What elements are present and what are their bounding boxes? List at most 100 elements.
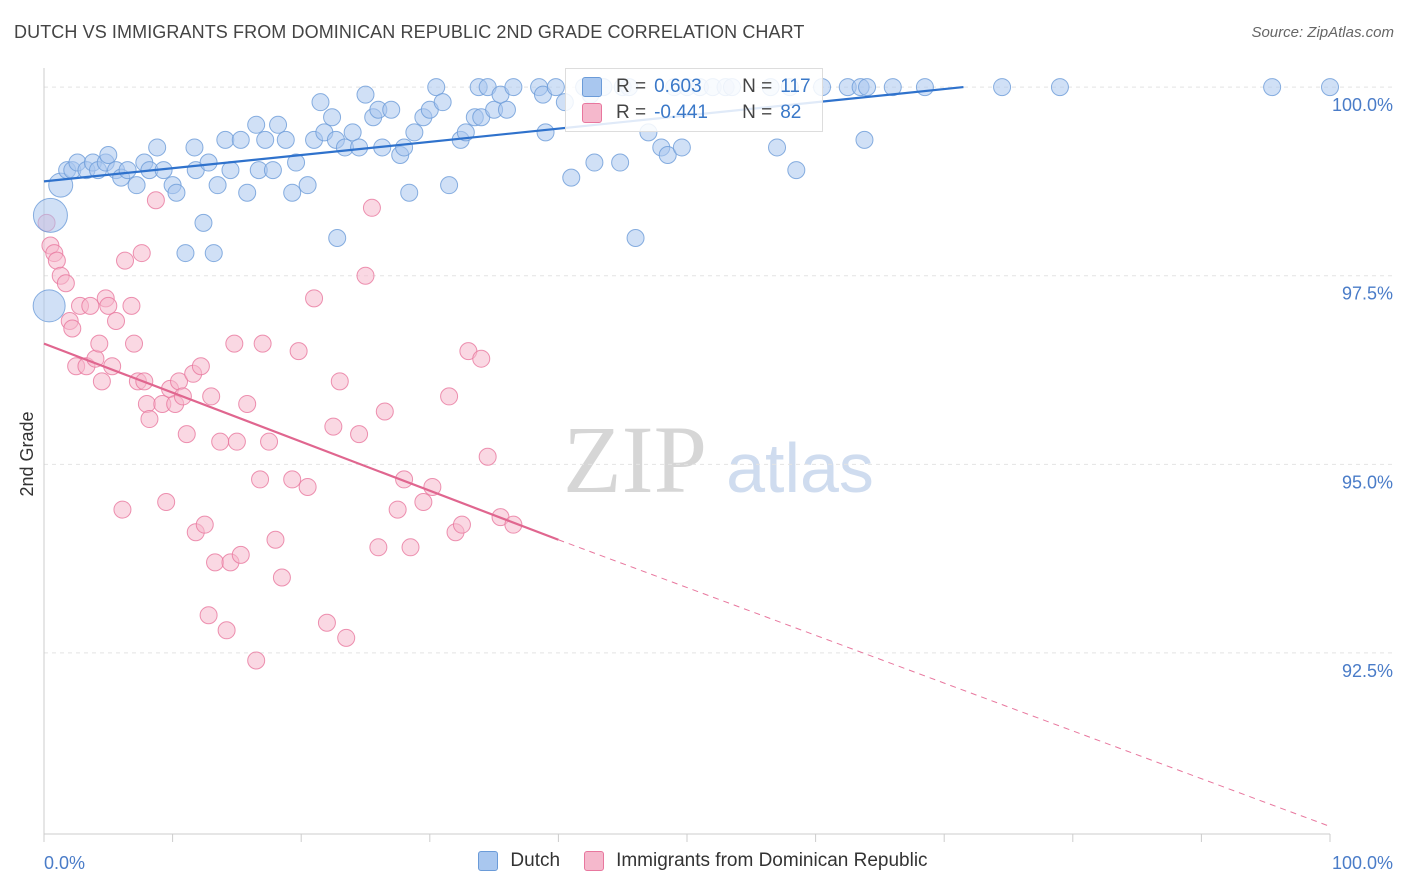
dutch-point [238,183,257,202]
dominican-point [401,538,420,557]
dutch-point [658,145,677,164]
dutch-point [199,153,218,172]
dominican-point [199,606,218,625]
dominican-point [324,417,343,436]
dutch-point [118,161,137,180]
dutch-point [99,145,118,164]
correlation-legend: R = 0.603 N = 117 R = -0.441 N = 82 [565,68,823,132]
dutch-point [283,183,302,202]
dominican-point [225,334,244,353]
dutch-point [433,93,452,112]
dutch-points [32,78,1339,323]
dutch-point [269,115,288,134]
y-axis-title: 2nd Grade [17,411,37,496]
dutch-point [440,176,459,195]
dominican-point [266,530,285,549]
dutch-point [546,78,565,97]
dutch-point [427,78,446,97]
dominican-point [177,425,196,444]
dominican-point [369,538,388,557]
dominican-point [157,493,176,512]
grid-lines [44,86,1395,654]
dominican-points [37,191,523,670]
dominican-trend-extension [558,539,1331,827]
dominican-trend-line [43,342,559,541]
dominican-point [260,432,279,451]
dominican-point [388,500,407,519]
legend-r-value: -0.441 [654,102,708,123]
dutch-point [328,228,347,247]
legend-swatch-dominican [582,103,602,123]
legend-n-label: N = [742,102,773,123]
dominican-point [272,568,291,587]
dutch-point [221,161,240,180]
legend-r-label: R = [616,76,647,97]
legend-n-label: N = [742,76,773,97]
dominican-point [211,432,230,451]
dutch-point [148,138,167,157]
dutch-point [585,153,604,172]
dutch-point [167,183,186,202]
dominican-point [283,470,302,489]
watermark: ZIP atlas [563,406,874,513]
x-tick-label: 100.0% [1332,853,1393,873]
dutch-point [1263,78,1282,97]
legend-n-value: 82 [780,102,802,123]
dominican-point [227,432,246,451]
dutch-point [915,78,934,97]
dutch-point [883,78,902,97]
dutch-point [263,161,282,180]
dominican-point [238,394,257,413]
dutch-point [231,130,250,149]
dutch-point [194,213,213,232]
dominican-point [137,394,156,413]
dominican-point [146,191,165,210]
dominican-point [251,470,270,489]
dominican-point [253,334,272,353]
dutch-point [208,176,227,195]
legend-r-label: R = [616,102,647,123]
dominican-point [132,244,151,263]
dominican-point [122,296,141,315]
dutch-point [343,123,362,142]
dominican-point [440,387,459,406]
watermark-atlas: atlas [726,429,874,507]
dominican-point [195,515,214,534]
series-legend: Dutch Immigrants from Dominican Republic [0,850,1406,872]
dutch-point [311,93,330,112]
dominican-point [90,334,109,353]
dutch-point [497,100,516,119]
y-tick-label: 92.5% [1342,661,1393,681]
series-legend-dutch[interactable]: Dutch [478,850,560,872]
dominican-point [206,553,225,572]
dominican-point [125,334,144,353]
dominican-point [298,477,317,496]
dutch-point [855,130,874,149]
y-tick-label: 100.0% [1332,95,1393,115]
series-legend-dominican[interactable]: Immigrants from Dominican Republic [584,850,928,872]
dominican-point [375,402,394,421]
dominican-point [231,545,250,564]
dutch-point [562,168,581,187]
dominican-point [362,198,381,217]
dutch-point [32,197,68,233]
axes [43,68,1331,842]
legend-n-value: 117 [780,76,811,97]
dutch-point [256,130,275,149]
source-credit: Source: ZipAtlas.com [1251,24,1394,41]
dutch-point [536,123,555,142]
dutch-point [216,130,235,149]
dutch-point [858,78,877,97]
dutch-point [356,85,375,104]
dutch-point [611,153,630,172]
dutch-point [626,228,645,247]
dutch-point [1321,78,1339,97]
dutch-point [787,161,806,180]
dominican-point [99,296,118,315]
dominican-point [202,387,221,406]
dominican-point [113,500,132,519]
dutch-point [672,138,691,157]
y-tick-label: 97.5% [1342,284,1393,304]
dutch-point [185,138,204,157]
dominican-point [63,319,82,338]
